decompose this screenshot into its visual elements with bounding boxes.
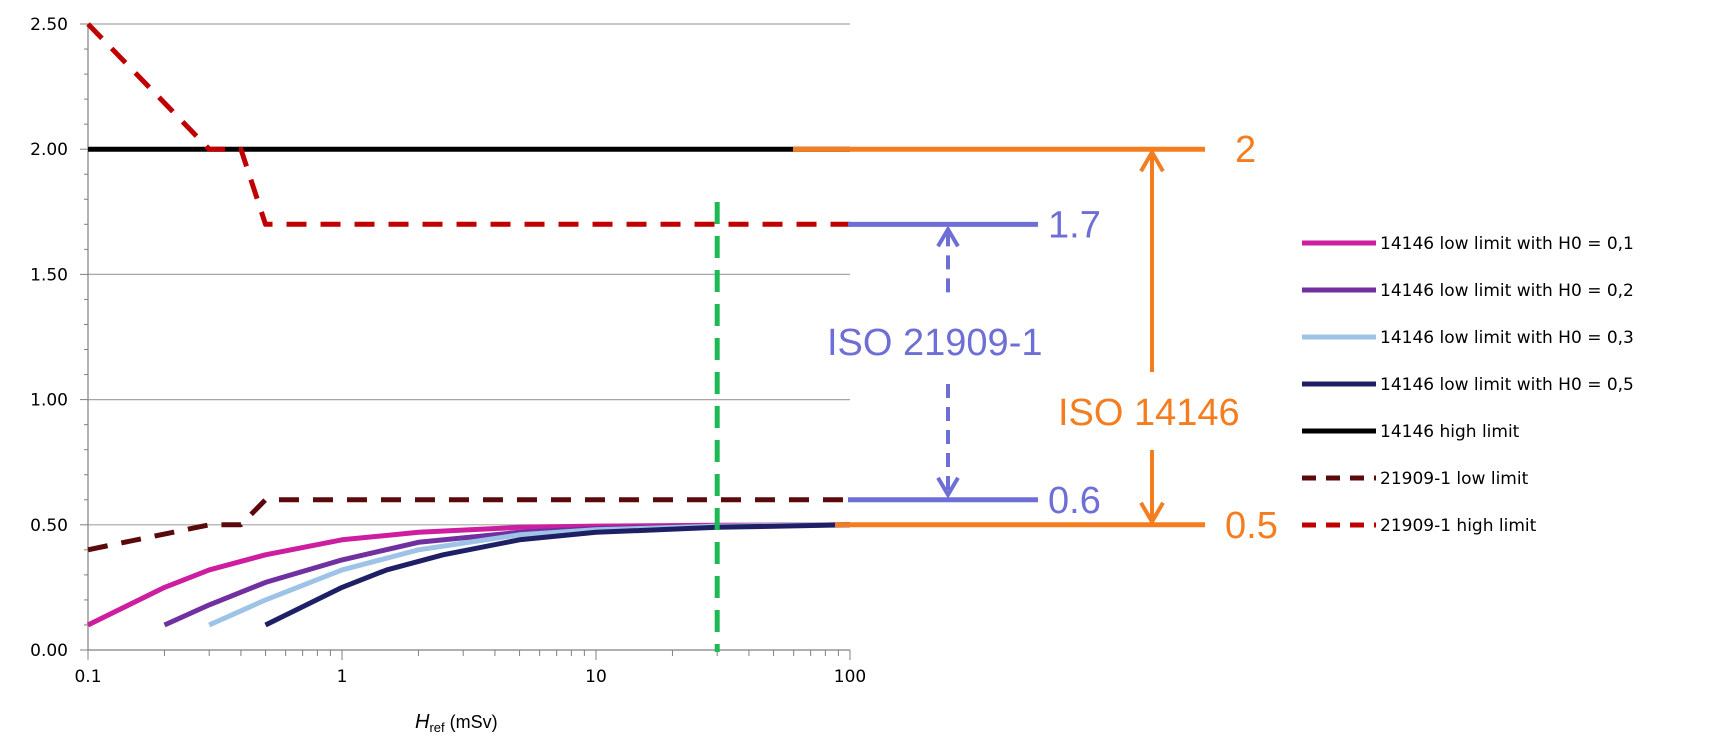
y-tick-label: 2.00 xyxy=(30,140,68,160)
x-axis-label-unit: (mSv) xyxy=(445,712,498,732)
iso21909-high-value: 1.7 xyxy=(1048,204,1101,246)
y-tick-label: 2.50 xyxy=(30,15,68,35)
x-tick-label: 0.1 xyxy=(74,667,101,687)
legend: 14146 low limit with H0 = 0,1 14146 low l… xyxy=(1302,234,1634,536)
y-tick-label: 1.00 xyxy=(30,391,68,411)
iso21909-arrowhead-down xyxy=(936,476,960,499)
x-axis-label-main: H xyxy=(415,711,430,733)
iso14146-label: ISO 14146 xyxy=(1058,392,1240,434)
legend-label-4: 14146 low limit with H0 = 0,5 xyxy=(1380,375,1634,395)
x-tick-label: 10 xyxy=(585,667,607,687)
series-line-7 xyxy=(86,22,850,227)
axes xyxy=(80,23,851,660)
iso14146-high-value: 2 xyxy=(1235,129,1256,171)
y-tick-label: 0.00 xyxy=(30,641,68,661)
y-tick-label: 0.50 xyxy=(30,516,68,536)
iso21909-label: ISO 21909-1 xyxy=(827,322,1042,364)
x-axis-label: Href (mSv) xyxy=(415,711,498,735)
iso21909-low-value: 0.6 xyxy=(1048,480,1101,522)
x-tick-labels: 0.1 1 10 100 xyxy=(74,667,866,687)
iso14146-low-value: 0.5 xyxy=(1225,505,1278,547)
series-group xyxy=(86,22,851,628)
legend-label-7: 21909-1 high limit xyxy=(1380,516,1537,536)
legend-label-3: 14146 low limit with H0 = 0,3 xyxy=(1380,328,1634,348)
iso14146-arrowhead-down xyxy=(1139,501,1165,526)
iso14146-arrowhead-up xyxy=(1139,148,1165,173)
y-tick-labels: 0.00 0.50 1.00 1.50 2.00 2.50 xyxy=(30,15,68,661)
annotations: 2 0.5 ISO 14146 1.7 0.6 ISO 21909-1 xyxy=(714,129,1278,652)
legend-label-5: 14146 high limit xyxy=(1380,422,1520,442)
grid-lines xyxy=(88,23,850,526)
series-line-6 xyxy=(87,497,850,553)
legend-label-2: 14146 low limit with H0 = 0,2 xyxy=(1380,281,1634,301)
legend-label-6: 21909-1 low limit xyxy=(1380,469,1529,489)
x-axis-label-sub: ref xyxy=(429,720,445,735)
x-tick-label: 1 xyxy=(337,667,348,687)
iso21909-arrowhead-up xyxy=(936,225,960,248)
series-line-4 xyxy=(264,522,851,628)
y-tick-label: 1.50 xyxy=(30,265,68,285)
legend-label-1: 14146 low limit with H0 = 0,1 xyxy=(1380,234,1634,254)
x-tick-label: 100 xyxy=(834,667,866,687)
